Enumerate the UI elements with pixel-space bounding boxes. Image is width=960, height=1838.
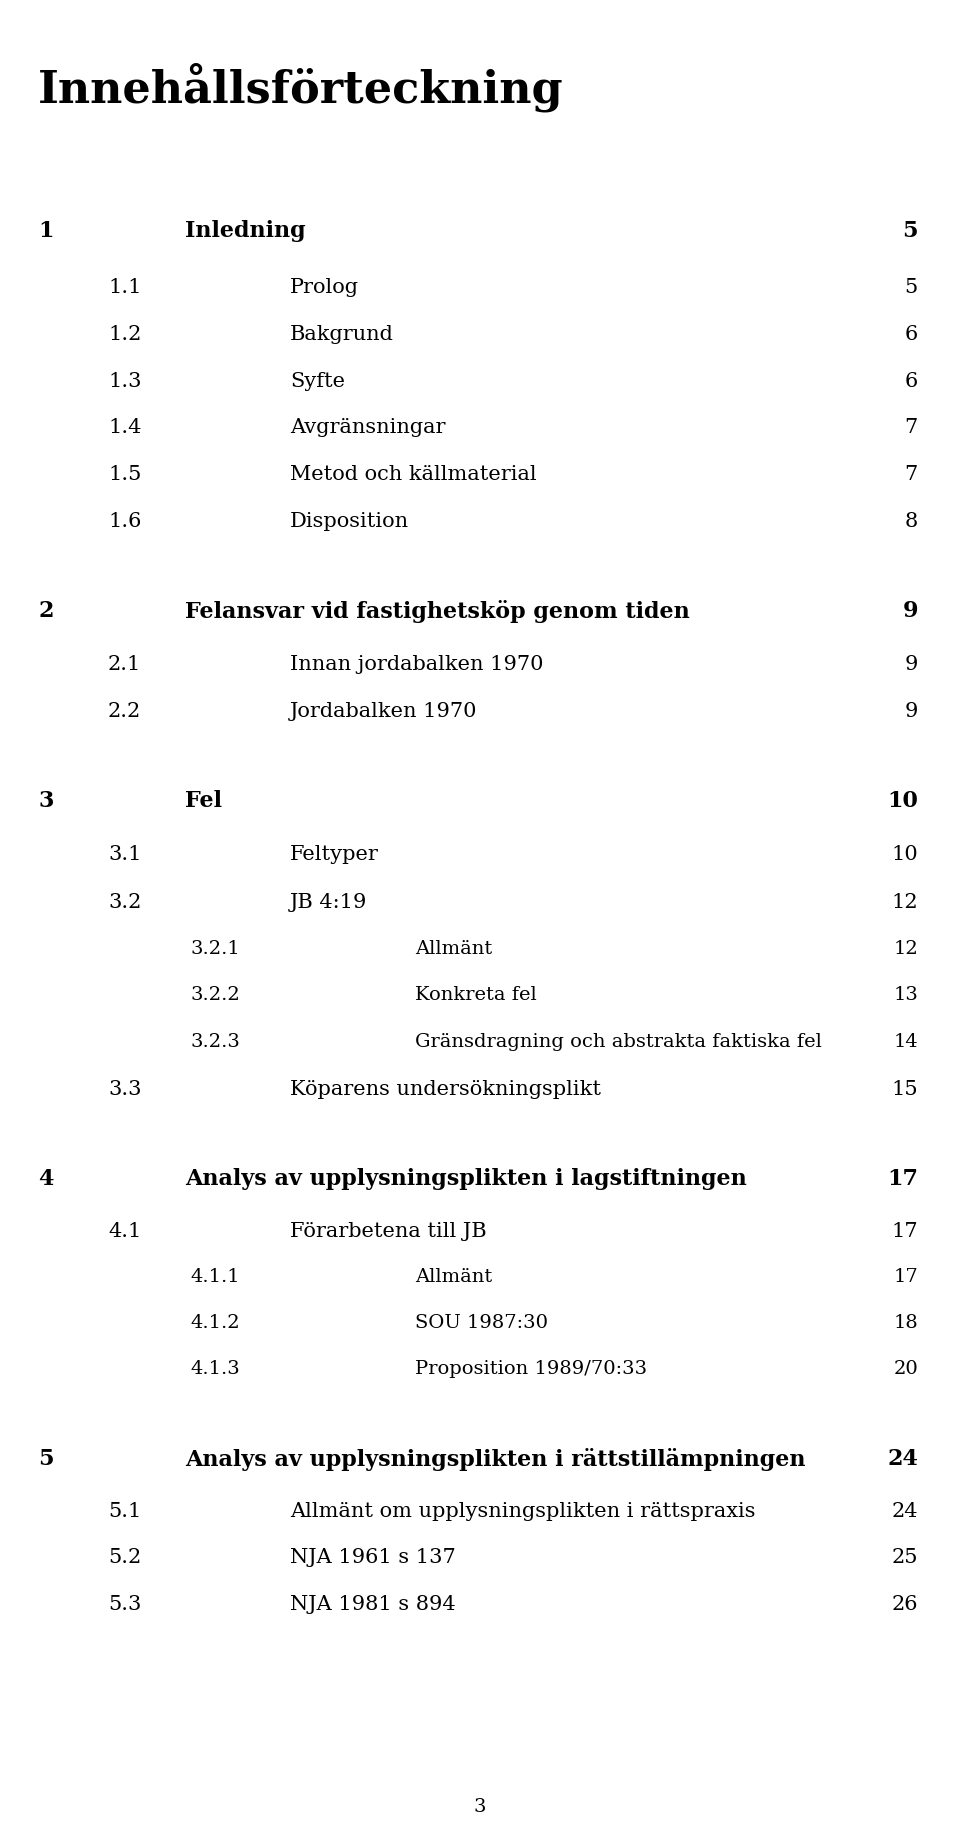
Text: 5.1: 5.1 <box>108 1502 141 1522</box>
Text: 4.1: 4.1 <box>108 1222 141 1241</box>
Text: 2.1: 2.1 <box>108 654 141 675</box>
Text: Konkreta fel: Konkreta fel <box>415 985 537 1004</box>
Text: Inledning: Inledning <box>185 221 305 243</box>
Text: 24: 24 <box>887 1448 918 1470</box>
Text: 26: 26 <box>892 1595 918 1614</box>
Text: Gränsdragning och abstrakta faktiska fel: Gränsdragning och abstrakta faktiska fel <box>415 1033 822 1051</box>
Text: 1.5: 1.5 <box>108 465 141 483</box>
Text: Prolog: Prolog <box>290 278 359 298</box>
Text: 7: 7 <box>904 417 918 437</box>
Text: 1.4: 1.4 <box>108 417 141 437</box>
Text: JB 4:19: JB 4:19 <box>290 893 368 912</box>
Text: 9: 9 <box>904 654 918 675</box>
Text: 1.2: 1.2 <box>108 325 141 344</box>
Text: Analys av upplysningsplikten i rättstillämpningen: Analys av upplysningsplikten i rättstill… <box>185 1448 805 1470</box>
Text: 5.2: 5.2 <box>108 1548 141 1568</box>
Text: 25: 25 <box>892 1548 918 1568</box>
Text: 5: 5 <box>38 1448 54 1470</box>
Text: 17: 17 <box>892 1222 918 1241</box>
Text: 3: 3 <box>473 1798 487 1816</box>
Text: 24: 24 <box>892 1502 918 1522</box>
Text: 12: 12 <box>893 939 918 958</box>
Text: 3.2: 3.2 <box>108 893 141 912</box>
Text: 5: 5 <box>904 278 918 298</box>
Text: Felansvar vid fastighetsköp genom tiden: Felansvar vid fastighetsköp genom tiden <box>185 599 689 623</box>
Text: 2.2: 2.2 <box>108 702 141 720</box>
Text: 1.6: 1.6 <box>108 513 141 531</box>
Text: 3.3: 3.3 <box>108 1081 141 1099</box>
Text: Innehållsförteckning: Innehållsförteckning <box>38 62 564 112</box>
Text: 3.2.3: 3.2.3 <box>190 1033 240 1051</box>
Text: Allmänt: Allmänt <box>415 939 492 958</box>
Text: 5.3: 5.3 <box>108 1595 141 1614</box>
Text: 4: 4 <box>38 1167 54 1189</box>
Text: Innan jordabalken 1970: Innan jordabalken 1970 <box>290 654 543 675</box>
Text: Proposition 1989/70:33: Proposition 1989/70:33 <box>415 1360 647 1378</box>
Text: SOU 1987:30: SOU 1987:30 <box>415 1314 548 1333</box>
Text: 17: 17 <box>887 1167 918 1189</box>
Text: Bakgrund: Bakgrund <box>290 325 394 344</box>
Text: Förarbetena till JB: Förarbetena till JB <box>290 1222 487 1241</box>
Text: 8: 8 <box>904 513 918 531</box>
Text: 1.1: 1.1 <box>108 278 141 298</box>
Text: 4.1.1: 4.1.1 <box>190 1268 240 1287</box>
Text: 9: 9 <box>902 599 918 621</box>
Text: 3: 3 <box>38 790 54 812</box>
Text: 6: 6 <box>904 371 918 391</box>
Text: 7: 7 <box>904 465 918 483</box>
Text: 10: 10 <box>887 790 918 812</box>
Text: 6: 6 <box>904 325 918 344</box>
Text: 13: 13 <box>893 985 918 1004</box>
Text: 2: 2 <box>38 599 54 621</box>
Text: Metod och källmaterial: Metod och källmaterial <box>290 465 537 483</box>
Text: Köparens undersökningsplikt: Köparens undersökningsplikt <box>290 1081 601 1099</box>
Text: 1: 1 <box>38 221 54 243</box>
Text: Analys av upplysningsplikten i lagstiftningen: Analys av upplysningsplikten i lagstiftn… <box>185 1167 747 1189</box>
Text: Feltyper: Feltyper <box>290 845 379 864</box>
Text: 20: 20 <box>893 1360 918 1378</box>
Text: Jordabalken 1970: Jordabalken 1970 <box>290 702 477 720</box>
Text: Allmänt om upplysningsplikten i rättspraxis: Allmänt om upplysningsplikten i rättspra… <box>290 1502 756 1522</box>
Text: 17: 17 <box>893 1268 918 1287</box>
Text: Syfte: Syfte <box>290 371 345 391</box>
Text: 15: 15 <box>892 1081 918 1099</box>
Text: 3.2.1: 3.2.1 <box>190 939 240 958</box>
Text: 14: 14 <box>893 1033 918 1051</box>
Text: 3.1: 3.1 <box>108 845 141 864</box>
Text: 18: 18 <box>893 1314 918 1333</box>
Text: NJA 1961 s 137: NJA 1961 s 137 <box>290 1548 456 1568</box>
Text: Allmänt: Allmänt <box>415 1268 492 1287</box>
Text: 3.2.2: 3.2.2 <box>190 985 240 1004</box>
Text: 4.1.2: 4.1.2 <box>190 1314 240 1333</box>
Text: 4.1.3: 4.1.3 <box>190 1360 240 1378</box>
Text: Fel: Fel <box>185 790 222 812</box>
Text: 10: 10 <box>891 845 918 864</box>
Text: 5: 5 <box>902 221 918 243</box>
Text: Avgränsningar: Avgränsningar <box>290 417 445 437</box>
Text: NJA 1981 s 894: NJA 1981 s 894 <box>290 1595 456 1614</box>
Text: 9: 9 <box>904 702 918 720</box>
Text: 12: 12 <box>892 893 918 912</box>
Text: 1.3: 1.3 <box>108 371 141 391</box>
Text: Disposition: Disposition <box>290 513 409 531</box>
